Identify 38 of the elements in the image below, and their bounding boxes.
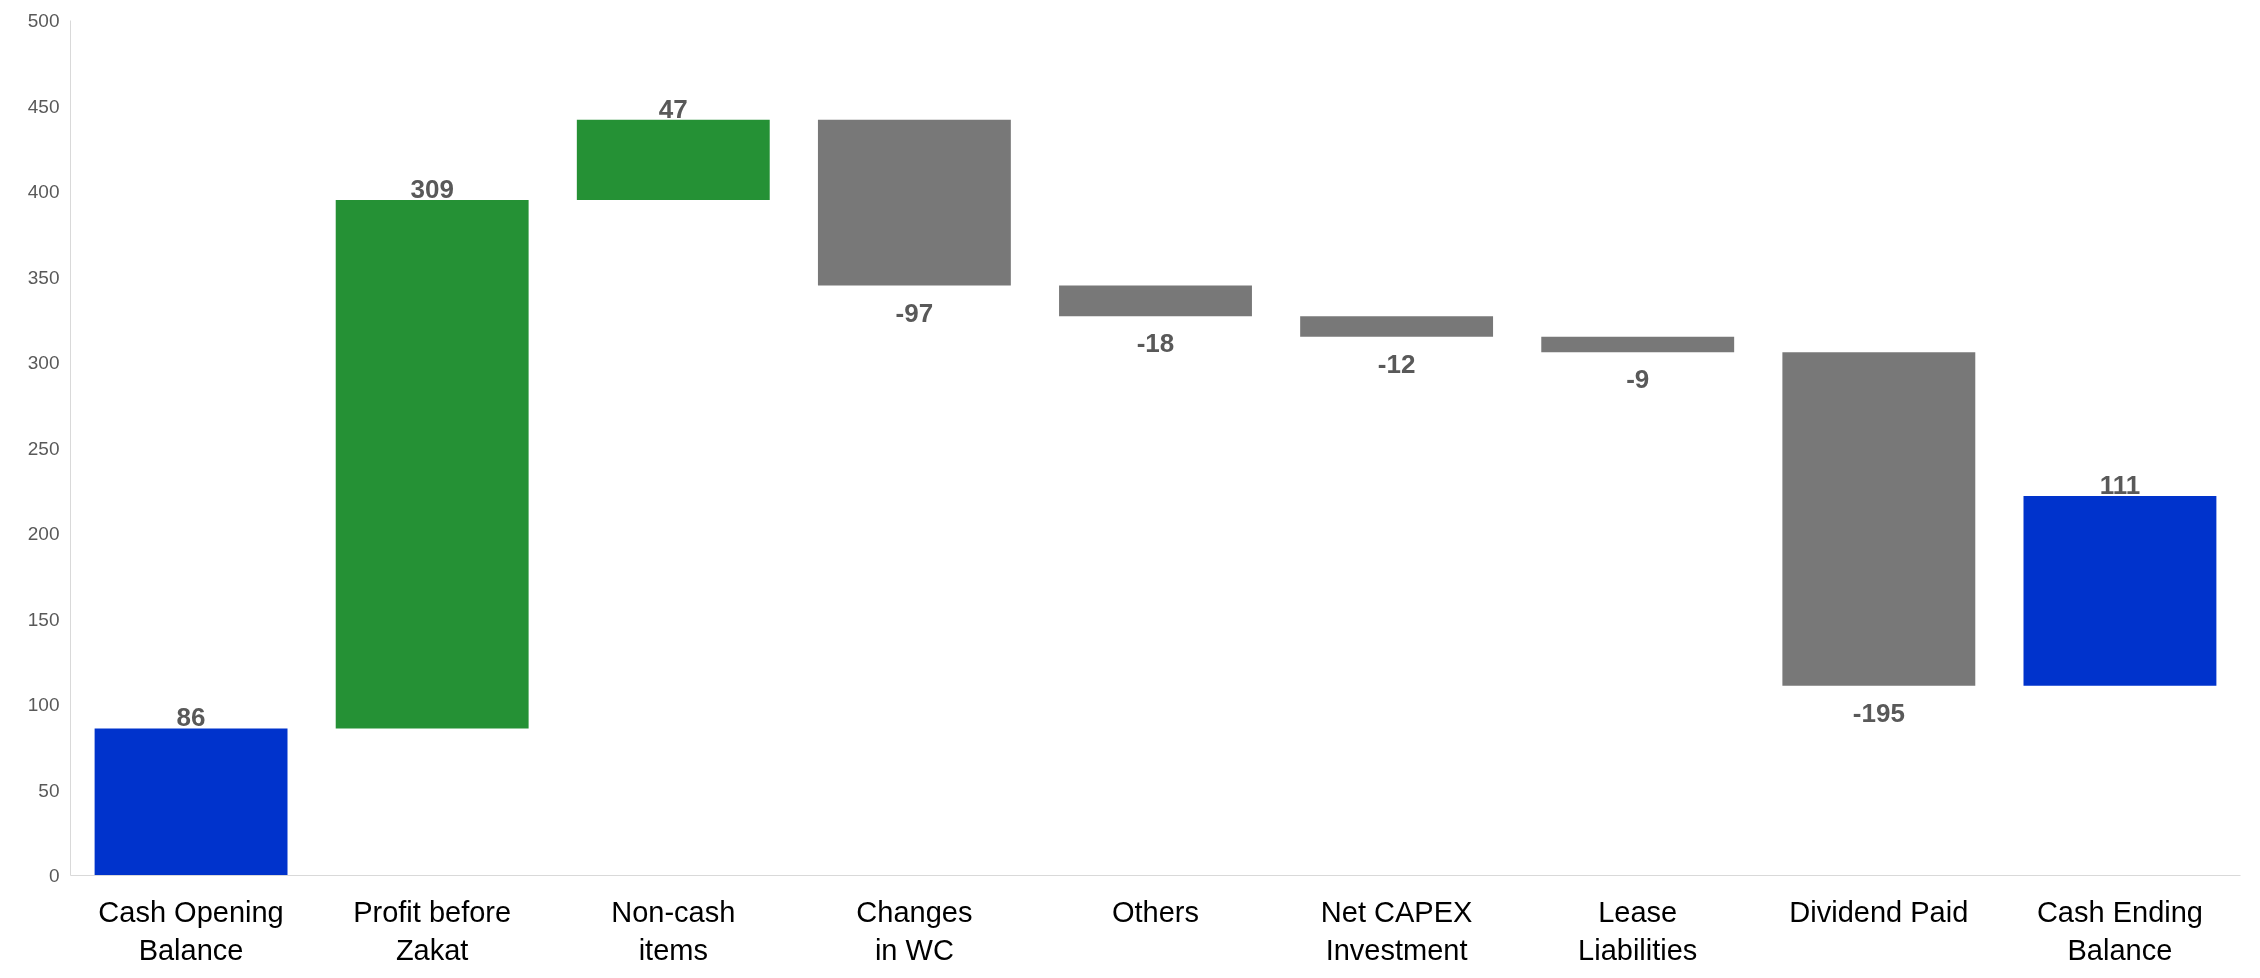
data-label: 111 — [2099, 469, 2141, 500]
x-tick-label: Non-cash items — [611, 895, 736, 966]
y-tick-label: 50 — [38, 779, 60, 801]
y-tick-label: 250 — [27, 437, 60, 459]
data-label: -9 — [1626, 364, 1650, 395]
x-tick-label: Cash Ending Balance — [2036, 895, 2203, 966]
y-tick-label: 500 — [27, 10, 60, 31]
y-tick-label: 350 — [27, 266, 60, 288]
bar — [1059, 285, 1252, 317]
data-label: 86 — [176, 702, 206, 733]
data-label: 47 — [658, 93, 688, 124]
data-label: -18 — [1136, 328, 1175, 359]
bar — [94, 728, 288, 876]
x-tick-label: Changes in WC — [856, 895, 973, 966]
y-tick-label: 300 — [27, 352, 60, 373]
x-tick-label: Lease Liabilities — [1578, 895, 1698, 966]
x-tick-label: Others — [1111, 895, 1200, 928]
y-tick-label: 100 — [27, 694, 60, 715]
bar — [817, 119, 1011, 286]
x-tick-label: Net CAPEX Investment — [1320, 895, 1473, 966]
x-tick-label: Dividend Paid — [1789, 895, 1969, 928]
x-tick-label: Cash Opening Balance — [98, 895, 284, 966]
y-tick-label: 450 — [27, 95, 60, 117]
bar — [1300, 316, 1494, 337]
bar — [2023, 495, 2217, 686]
bar — [335, 200, 529, 729]
data-label: -97 — [895, 297, 934, 328]
data-label: -195 — [1852, 697, 1905, 728]
bar — [576, 119, 770, 201]
y-tick-label: 150 — [27, 608, 60, 630]
y-tick-label: 200 — [27, 523, 60, 544]
y-tick-label: 400 — [27, 181, 60, 202]
y-tick-label: 0 — [48, 865, 60, 886]
data-label: -12 — [1377, 348, 1416, 379]
bar — [1782, 352, 1976, 686]
x-tick-label: Profit before Zakat — [353, 895, 512, 966]
data-label: 309 — [410, 174, 454, 205]
bar — [1541, 336, 1735, 353]
